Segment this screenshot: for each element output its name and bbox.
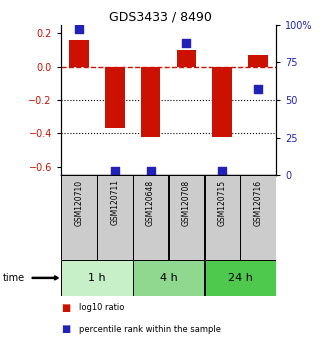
Text: ■: ■ <box>61 303 70 313</box>
Bar <box>97 175 133 260</box>
Bar <box>61 175 97 260</box>
Bar <box>61 260 133 296</box>
Text: GSM120716: GSM120716 <box>254 179 263 225</box>
Bar <box>177 50 196 67</box>
Text: 24 h: 24 h <box>228 273 253 283</box>
Bar <box>248 55 268 67</box>
Bar <box>204 175 240 260</box>
Text: 4 h: 4 h <box>160 273 178 283</box>
Point <box>148 168 153 173</box>
Bar <box>169 175 204 260</box>
Text: GSM120710: GSM120710 <box>74 179 83 225</box>
Text: 1 h: 1 h <box>88 273 106 283</box>
Text: GDS3433 / 8490: GDS3433 / 8490 <box>109 11 212 24</box>
Point <box>76 27 82 32</box>
Bar <box>240 175 276 260</box>
Point <box>184 40 189 46</box>
Text: ■: ■ <box>61 324 70 334</box>
Bar <box>133 175 168 260</box>
Text: percentile rank within the sample: percentile rank within the sample <box>79 325 221 334</box>
Text: GSM120708: GSM120708 <box>182 179 191 225</box>
Text: GSM120711: GSM120711 <box>110 179 119 225</box>
Bar <box>105 67 125 129</box>
Text: time: time <box>3 273 25 283</box>
Bar <box>213 67 232 137</box>
Text: GSM120715: GSM120715 <box>218 179 227 225</box>
Bar <box>204 260 276 296</box>
Bar <box>69 40 89 67</box>
Bar <box>141 67 160 137</box>
Point <box>220 168 225 173</box>
Bar <box>133 260 204 296</box>
Point <box>256 87 261 92</box>
Point <box>112 168 117 173</box>
Text: GSM120648: GSM120648 <box>146 179 155 225</box>
Text: log10 ratio: log10 ratio <box>79 303 124 313</box>
